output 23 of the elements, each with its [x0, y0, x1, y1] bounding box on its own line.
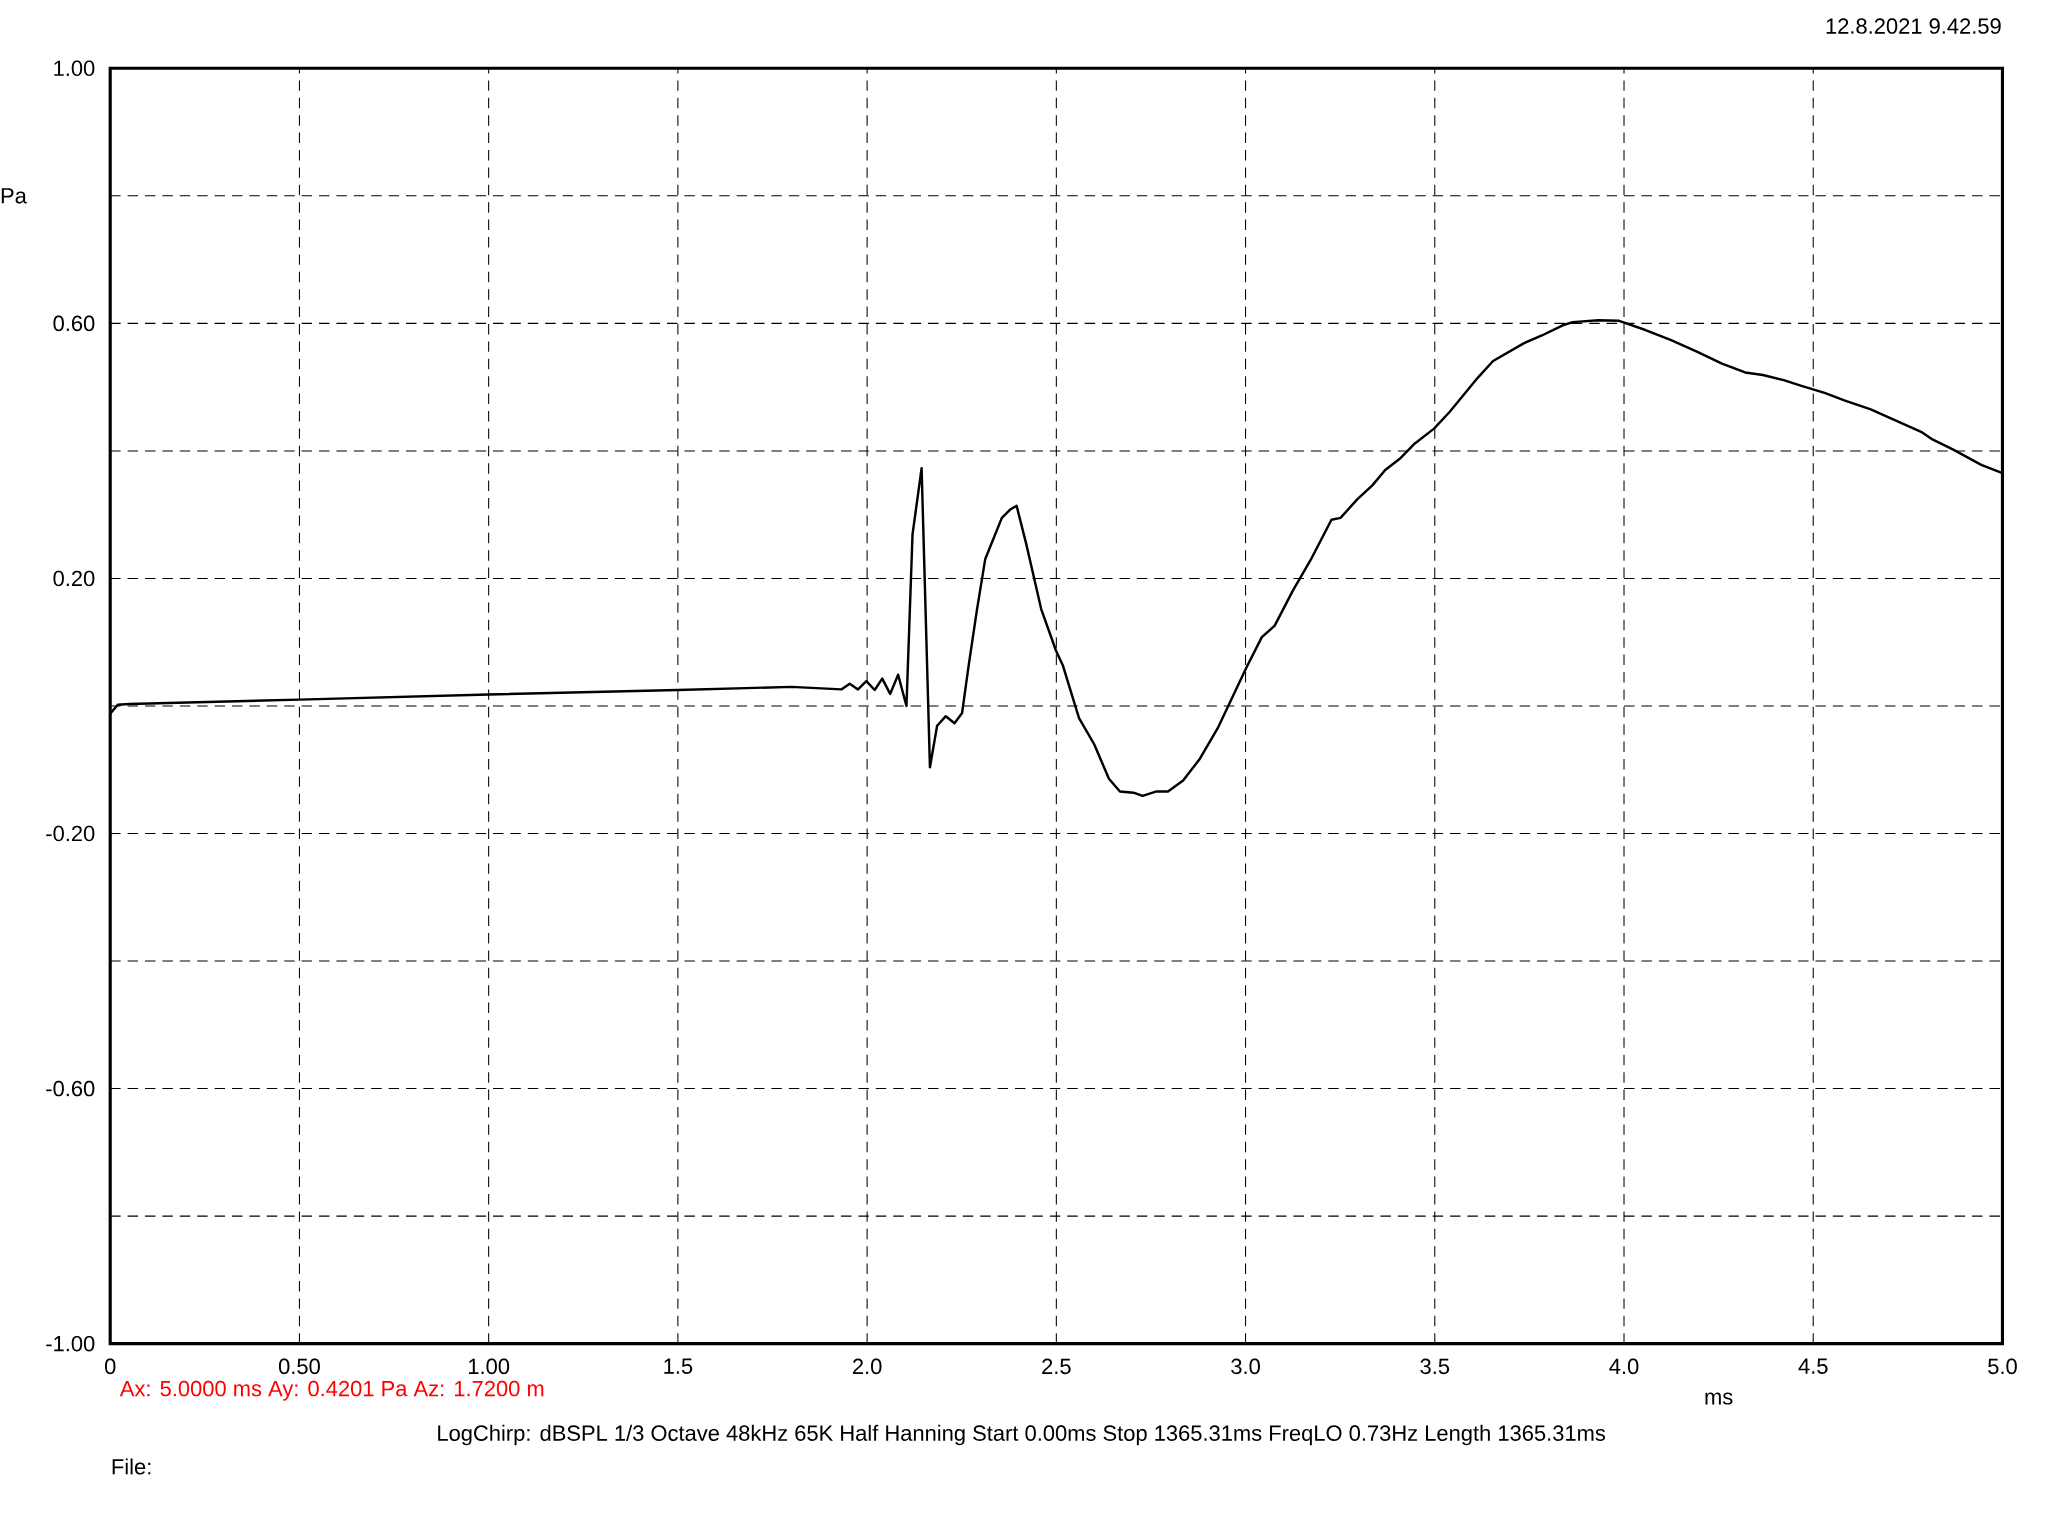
x-axis-title: ms: [1705, 1392, 1733, 1405]
x-tick-label: 3.5: [1420, 1358, 1450, 1375]
x-tick-label: 0: [104, 1358, 116, 1375]
y-tick-label: -0.60: [46, 1080, 95, 1097]
y-tick-label: 0.20: [53, 570, 95, 587]
y-tick-label: -0.20: [46, 825, 95, 842]
x-tick-label: 2.5: [1042, 1358, 1071, 1375]
x-tick-label: 5.0: [1988, 1358, 2017, 1375]
x-tick-label: 0.50: [278, 1358, 320, 1375]
y-tick-label: -1.00: [46, 1335, 95, 1352]
text: LogChirp: dBSPL 1/3 Octave 48kHz 65K Half Hanning Start 0.00ms Stop 1365.31ms FreqLO 0.73Hz Length 1365.31ms: [438, 1424, 1606, 1446]
x-tick-label: 4.5: [1798, 1358, 1828, 1374]
x-tick-label: 4.0: [1609, 1358, 1639, 1375]
x-tick-label: 1.00: [469, 1358, 510, 1375]
x-tick-label: 2.0: [852, 1358, 882, 1375]
text: Ax: 5.0000 ms Ay: 0.4201 Pa Az: 1.7200 m: [119, 1380, 544, 1401]
y-tick-label: 0.60: [53, 315, 95, 332]
text: File:: [112, 1458, 151, 1475]
y-tick-label: 1.00: [54, 60, 95, 77]
x-tick-label: 1.5: [664, 1358, 693, 1374]
y-axis-title: Pa: [1, 188, 27, 204]
chart-subtitle: 12.8.2021 9.42.59: [1826, 18, 2001, 34]
x-tick-label: 3.0: [1231, 1358, 1260, 1375]
